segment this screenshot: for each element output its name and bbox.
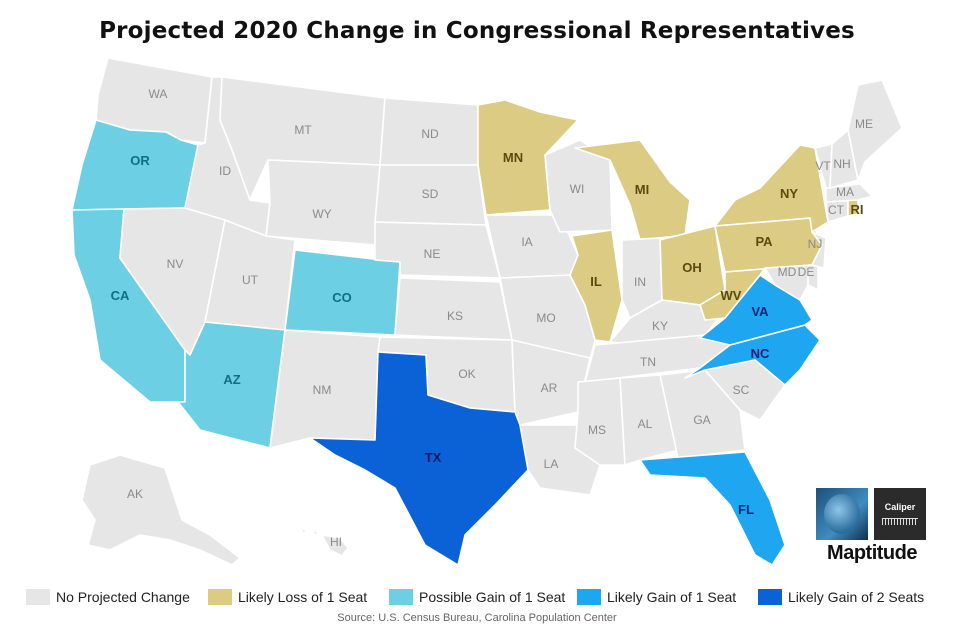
- legend-item: Likely Loss of 1 Seat: [208, 589, 367, 605]
- label-WY: WY: [312, 207, 331, 221]
- legend-item: Likely Gain of 1 Seat: [577, 589, 736, 605]
- state-MS: [574, 377, 626, 466]
- label-CO: CO: [332, 290, 352, 305]
- label-AK: AK: [127, 487, 143, 501]
- label-CA: CA: [111, 288, 130, 303]
- caliper-logo-text: Caliper: [884, 502, 916, 512]
- state-AL: [619, 374, 679, 466]
- legend-item: Likely Gain of 2 Seats: [758, 589, 924, 605]
- legend-swatch: [26, 589, 50, 605]
- state-ME: [847, 79, 903, 181]
- state-WV: [699, 267, 766, 321]
- state-HI: [299, 527, 349, 557]
- state-NE: [374, 221, 501, 279]
- label-NJ: NJ: [808, 237, 823, 251]
- label-TX: TX: [425, 450, 442, 465]
- label-HI: HI: [330, 535, 342, 549]
- label-AR: AR: [541, 381, 558, 395]
- label-ME: ME: [855, 117, 873, 131]
- label-NE: NE: [424, 247, 441, 261]
- us-choropleth-map: WA OR CA ID NV MT WY UT AZ CO NM ND SD N…: [71, 57, 903, 566]
- maptitude-logo: Caliper Maptitude: [816, 488, 928, 566]
- legend-item: Possible Gain of 1 Seat: [389, 589, 565, 605]
- label-KY: KY: [652, 319, 668, 333]
- label-WV: WV: [721, 288, 742, 303]
- label-MI: MI: [635, 182, 649, 197]
- label-FL: FL: [738, 502, 754, 517]
- label-NH: NH: [833, 157, 850, 171]
- label-OR: OR: [130, 153, 150, 168]
- state-TX: [309, 351, 529, 566]
- legend-label: Likely Loss of 1 Seat: [238, 589, 368, 605]
- label-CT: CT: [828, 203, 845, 217]
- label-VT: VT: [815, 159, 831, 173]
- label-AL: AL: [638, 417, 653, 431]
- label-NM: NM: [313, 383, 332, 397]
- label-MS: MS: [588, 423, 606, 437]
- label-IL: IL: [590, 274, 602, 289]
- state-NY: [714, 144, 829, 233]
- state-AK: [81, 454, 241, 566]
- state-AR: [511, 339, 591, 426]
- map-legend: No Projected Change Likely Loss of 1 Seat…: [26, 589, 936, 611]
- legend-label: Likely Gain of 2 Seats: [788, 589, 925, 605]
- label-KS: KS: [447, 309, 463, 323]
- label-MN: MN: [503, 150, 523, 165]
- state-IL: [569, 229, 623, 343]
- source-note: Source: U.S. Census Bureau, Carolina Pop…: [337, 612, 617, 624]
- legend-item: No Projected Change: [26, 589, 190, 605]
- label-DE: DE: [798, 265, 815, 279]
- label-SC: SC: [733, 383, 750, 397]
- label-WA: WA: [149, 87, 168, 101]
- legend-swatch: [758, 589, 782, 605]
- state-WY: [265, 159, 381, 246]
- legend-swatch: [389, 589, 413, 605]
- legend-label: No Projected Change: [56, 589, 190, 605]
- label-IN: IN: [634, 275, 646, 289]
- label-LA: LA: [544, 457, 559, 471]
- state-MA: [825, 183, 873, 203]
- legend-swatch: [208, 589, 232, 605]
- label-RI: RI: [851, 202, 864, 217]
- label-IA: IA: [521, 235, 532, 249]
- label-VA: VA: [751, 304, 769, 319]
- label-UT: UT: [242, 273, 259, 287]
- legend-label: Possible Gain of 1 Seat: [419, 589, 566, 605]
- legend-label: Likely Gain of 1 Seat: [607, 589, 737, 605]
- label-WI: WI: [570, 182, 585, 196]
- label-NV: NV: [167, 257, 184, 271]
- legend-swatch: [577, 589, 601, 605]
- label-ND: ND: [421, 127, 439, 141]
- label-OH: OH: [682, 260, 702, 275]
- state-FL: [639, 451, 786, 566]
- label-AZ: AZ: [223, 372, 240, 387]
- label-MA: MA: [836, 185, 854, 199]
- caliper-logo-icon: Caliper: [874, 488, 926, 540]
- state-MD: [764, 264, 813, 301]
- globe-logo-icon: [816, 488, 868, 540]
- label-PA: PA: [755, 234, 773, 249]
- state-NJ: [811, 231, 827, 269]
- label-NY: NY: [780, 186, 798, 201]
- maptitude-wordmark: Maptitude: [827, 542, 917, 564]
- label-MD: MD: [778, 265, 797, 279]
- label-MT: MT: [294, 123, 312, 137]
- map-title: Projected 2020 Change in Congressional R…: [99, 18, 855, 44]
- label-ID: ID: [219, 164, 231, 178]
- label-TN: TN: [640, 355, 656, 369]
- label-OK: OK: [458, 367, 475, 381]
- label-NC: NC: [751, 346, 770, 361]
- label-SD: SD: [422, 187, 439, 201]
- label-MO: MO: [536, 311, 555, 325]
- label-GA: GA: [693, 413, 710, 427]
